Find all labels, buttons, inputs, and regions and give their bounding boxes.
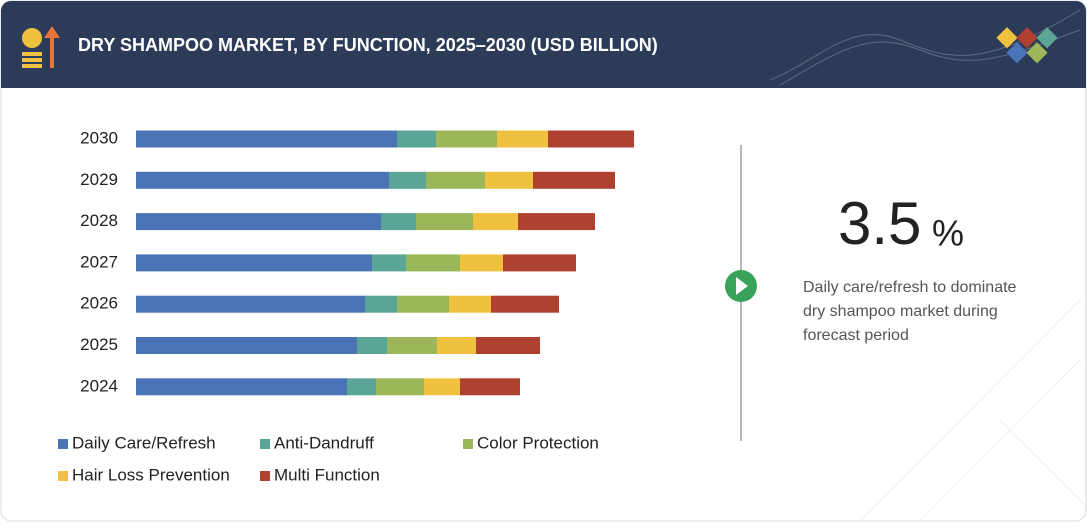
legend-label: Daily Care/Refresh	[72, 433, 216, 452]
description-line: dry shampoo market during	[803, 303, 998, 320]
legend-label: Multi Function	[274, 465, 380, 484]
bar-segment	[406, 254, 460, 272]
bar-segment	[372, 254, 406, 272]
legend-swatch	[58, 471, 68, 481]
bar-segment	[397, 130, 436, 148]
bar-segment	[460, 378, 520, 396]
bar-segment	[389, 171, 426, 189]
highlight-value: 3.5	[838, 190, 921, 257]
bar-segment	[473, 213, 518, 231]
bar-segment	[136, 295, 365, 313]
y-tick-label: 2028	[80, 211, 118, 230]
bar-segment	[436, 130, 497, 148]
highlight-unit: %	[932, 213, 964, 254]
description-line: forecast period	[803, 327, 909, 344]
bar-segment	[136, 337, 357, 354]
y-tick-label: 2030	[80, 128, 118, 147]
bar-segment	[357, 337, 387, 354]
y-tick-label: 2026	[80, 294, 118, 313]
legend-swatch	[58, 439, 68, 449]
y-tick-label: 2024	[80, 376, 118, 395]
bar-segment	[449, 295, 491, 313]
background-lines	[859, 299, 1087, 522]
bar-segment	[548, 130, 634, 148]
bar-segment	[460, 254, 503, 272]
bar-segment	[136, 213, 381, 231]
bar-segment	[416, 213, 473, 231]
legend-swatch	[260, 439, 270, 449]
header-icon	[22, 26, 60, 68]
bar-segment	[485, 171, 533, 189]
legend-label: Color Protection	[477, 433, 599, 452]
bar-segment	[518, 213, 595, 231]
bar-segment	[387, 337, 437, 354]
bar-segment	[497, 130, 548, 148]
bar-segment	[491, 295, 559, 313]
bar-segment	[533, 171, 615, 189]
y-tick-label: 2029	[80, 170, 118, 189]
bar-segment	[426, 171, 485, 189]
bar-segment	[476, 337, 540, 354]
bar-segment	[136, 378, 347, 396]
bar-segment	[381, 213, 416, 231]
bar-segment	[437, 337, 476, 354]
y-tick-label: 2025	[80, 335, 118, 354]
bar-segment	[347, 378, 376, 396]
legend-swatch	[463, 439, 473, 449]
header-bar	[1, 1, 1086, 88]
bar-segment	[503, 254, 576, 272]
legend-label: Hair Loss Prevention	[72, 465, 230, 484]
bar-segment	[365, 295, 397, 313]
bar-segment	[136, 171, 389, 189]
bar-segment	[136, 254, 372, 272]
bar-segment	[397, 295, 449, 313]
play-arrow	[736, 277, 748, 295]
y-tick-label: 2027	[80, 252, 118, 271]
bar-segment	[136, 130, 397, 148]
description-line: Daily care/refresh to dominate	[803, 279, 1017, 296]
legend-swatch	[260, 471, 270, 481]
legend-label: Anti-Dandruff	[274, 433, 374, 452]
bar-segment	[424, 378, 460, 396]
chart-title: DRY SHAMPOO MARKET, BY FUNCTION, 2025–20…	[78, 35, 658, 55]
bar-segment	[376, 378, 424, 396]
